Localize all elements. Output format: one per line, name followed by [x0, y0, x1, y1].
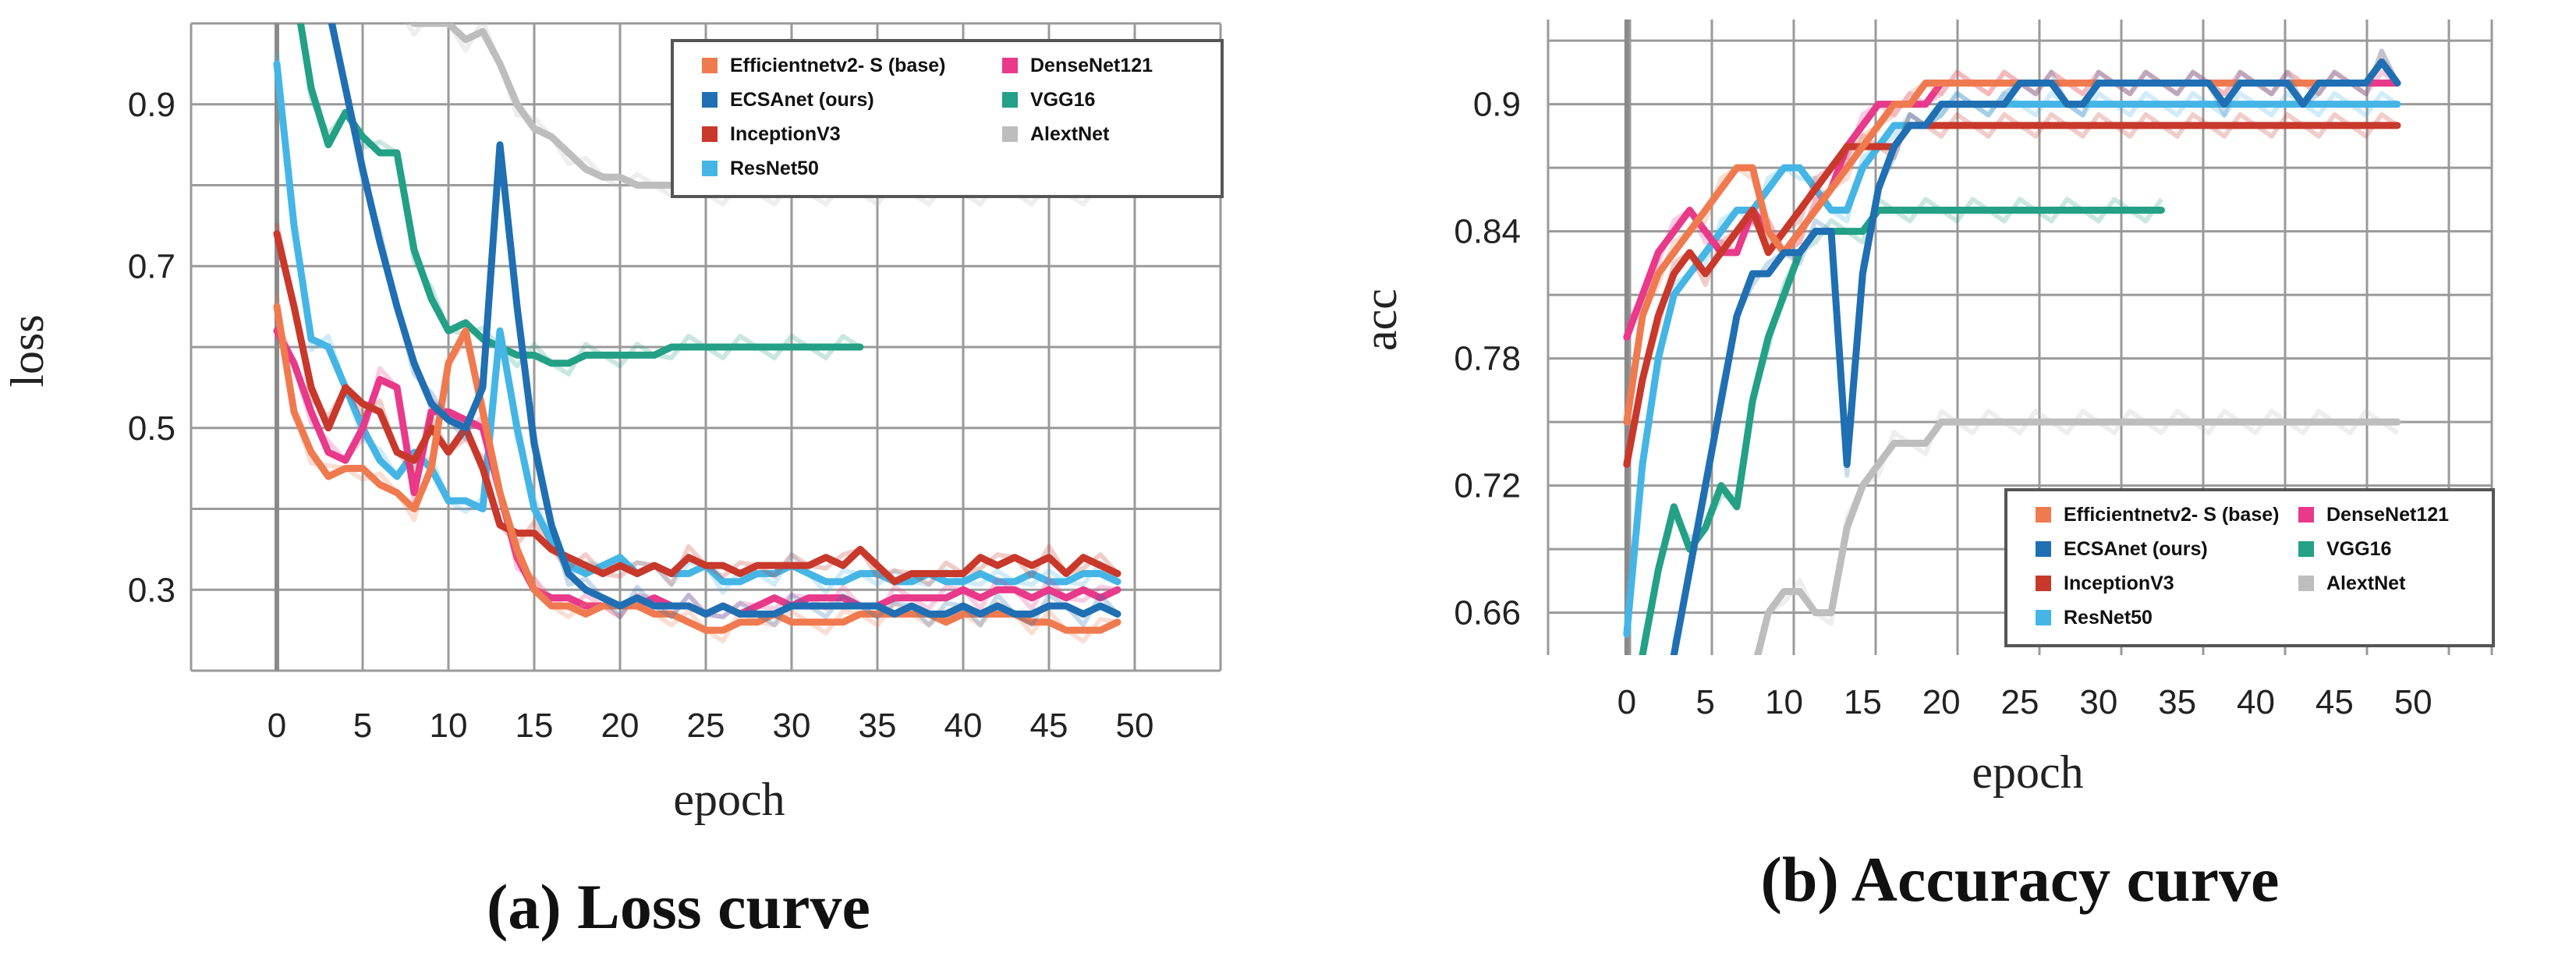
- legend-swatch: [702, 92, 718, 108]
- legend-swatch: [2298, 507, 2314, 523]
- x-tick-label: 35: [859, 707, 897, 745]
- loss-chart-panel: 0 5 10 15 20 25 30 35 40 45 50 0.3 0.5 0.7 0.9 epoch los…: [2, 22, 1224, 825]
- legend-box: [2004, 488, 2495, 647]
- series-line-inceptionv3: [1623, 122, 2401, 468]
- y-tick-label: 0.9: [128, 86, 175, 124]
- series-line-alextnet: [1754, 418, 2401, 655]
- legend: Efficientnetv2- S (base) ECSAnet (ours) In…: [2004, 488, 2495, 647]
- y-tick-label: 0.66: [1454, 594, 1521, 632]
- x-tick-label: 50: [1116, 707, 1154, 745]
- y-tick-label: 0.72: [1454, 467, 1521, 505]
- x-tick-label: 30: [773, 707, 811, 745]
- series-shadow-ecsanet-ours: [1671, 48, 2400, 645]
- legend-swatch: [1002, 92, 1018, 108]
- legend-label: AlextNet: [1030, 123, 1110, 145]
- x-tick-label: 40: [944, 707, 983, 745]
- tick-labels: 0 5 10 15 20 25 30 35 40 45 50 0.66 0.72 0.78 0.84 0.9: [1454, 86, 2432, 721]
- x-tick-label: 20: [601, 707, 640, 745]
- legend-label: InceptionV3: [730, 123, 841, 145]
- x-tick-label: 25: [2001, 683, 2039, 721]
- legend-swatch: [702, 126, 718, 142]
- legend-label: ResNet50: [2064, 607, 2153, 629]
- y-tick-label: 0.3: [128, 571, 175, 609]
- x-tick-label: 20: [1922, 683, 1961, 721]
- x-tick-label: 30: [2079, 683, 2117, 721]
- y-axis-label: acc: [1355, 289, 1406, 351]
- legend-swatch: [2298, 576, 2314, 591]
- legend-label: InceptionV3: [2064, 572, 2174, 594]
- legend-swatch: [2036, 610, 2051, 625]
- x-tick-label: 5: [1695, 683, 1714, 721]
- legend-label: Efficientnetv2- S (base): [2064, 504, 2279, 526]
- legend-swatch: [702, 161, 718, 176]
- legend-swatch: [2298, 541, 2314, 557]
- x-axis-label: epoch: [673, 774, 785, 825]
- x-axis-label: epoch: [1972, 746, 2083, 798]
- x-tick-label: 15: [516, 707, 554, 745]
- x-tick-label: 0: [1618, 683, 1636, 721]
- tick-labels: 0 5 10 15 20 25 30 35 40 45 50 0.3 0.5 0.7 0.9: [128, 86, 1154, 745]
- legend-label: AlextNet: [2326, 572, 2406, 594]
- y-tick-label: 0.78: [1454, 340, 1521, 378]
- x-tick-label: 5: [353, 707, 372, 745]
- series-line-resnet50: [1623, 101, 2401, 638]
- series-line-vgg16: [1639, 207, 2165, 655]
- series-shadow-densenet121: [1625, 69, 2399, 328]
- x-tick-label: 50: [2394, 683, 2432, 721]
- legend-label: ECSAnet (ours): [730, 89, 874, 111]
- y-tick-label: 0.7: [128, 247, 175, 285]
- legend-box: [671, 39, 1224, 198]
- legend-label: VGG16: [2326, 538, 2391, 560]
- legend-swatch: [2036, 541, 2051, 557]
- x-tick-label: 35: [2158, 683, 2196, 721]
- legend-swatch: [2036, 507, 2051, 523]
- legend-swatch: [1002, 58, 1018, 73]
- y-tick-label: 0.9: [1473, 86, 1521, 124]
- x-tick-label: 10: [430, 707, 468, 745]
- x-tick-label: 25: [687, 707, 725, 745]
- loss-caption: (a) Loss curve: [487, 871, 870, 942]
- accuracy-caption: (b) Accuracy curve: [1761, 844, 2280, 915]
- series-line-inceptionv3: [273, 230, 1121, 586]
- series-line-vgg16: [296, 23, 864, 367]
- series-group: [1623, 48, 2401, 655]
- legend-label: VGG16: [1030, 89, 1095, 111]
- legend-label: DenseNet121: [1030, 55, 1153, 76]
- x-tick-label: 0: [268, 707, 286, 745]
- legend-label: ECSAnet (ours): [2064, 538, 2208, 560]
- x-tick-label: 40: [2237, 683, 2275, 721]
- series-line-ecsanet-ours: [328, 23, 1121, 618]
- legend-label: DenseNet121: [2326, 504, 2449, 526]
- series-line-ecsanet-ours: [1670, 58, 2401, 655]
- x-tick-label: 10: [1765, 683, 1803, 721]
- legend-swatch: [2036, 576, 2051, 591]
- x-tick-label: 45: [2316, 683, 2354, 721]
- legend-label: ResNet50: [730, 158, 819, 179]
- legend-label: Efficientnetv2- S (base): [730, 55, 945, 76]
- accuracy-chart-panel: 0 5 10 15 20 25 30 35 40 45 50 0.66 0.72 0.78 0.84 0.9 e…: [1355, 19, 2495, 798]
- x-tick-label: 45: [1030, 707, 1068, 745]
- y-axis-label: loss: [2, 314, 53, 387]
- x-tick-label: 15: [1844, 683, 1882, 721]
- y-tick-label: 0.5: [128, 409, 175, 448]
- legend-swatch: [702, 58, 718, 73]
- legend-swatch: [1002, 126, 1018, 142]
- y-tick-label: 0.84: [1454, 213, 1521, 251]
- legend: Efficientnetv2- S (base) ECSAnet (ours) In…: [671, 39, 1224, 198]
